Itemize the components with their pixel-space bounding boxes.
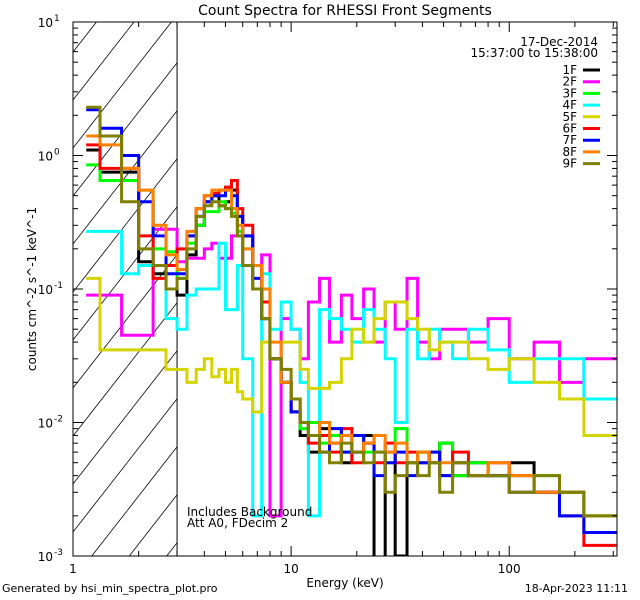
y-tick-exponent: -3 [54,548,63,558]
hatch-line [72,398,178,533]
hatch-line [72,350,178,485]
series-line-5F [86,276,617,437]
hatch-line [72,110,178,245]
time-range-label: 15:37:00 to 15:38:00 [471,46,598,60]
legend-label-5F: 5F [562,110,577,124]
hatch-line [72,62,178,197]
y-tick-exponent: -2 [54,415,63,425]
y-tick-label: 10 [38,550,53,564]
hatch-line [91,446,178,557]
legend-label-7F: 7F [562,133,577,147]
chart-title: Count Spectra for RHESSI Front Segments [198,3,492,19]
x-tick-label: 100 [498,562,521,576]
y-tick-label: 10 [38,283,53,297]
y-tick-label: 10 [38,16,53,30]
series-line-9F [86,105,617,518]
y-axis-label: counts cm^-2 s^-1 keV^-1 [25,207,39,371]
legend-label-2F: 2F [562,75,577,89]
y-tick-exponent: 0 [54,148,60,158]
y-tick-label: 10 [38,150,53,164]
hatch-line [166,542,178,557]
hatched-region [72,21,178,557]
hatch-line [72,21,172,149]
legend-label-9F: 9F [562,157,577,171]
series-line-2F [86,227,617,518]
annotation-background: Includes Background [187,505,312,519]
date-label: 17-Dec-2014 [520,35,598,49]
series-line-4F [86,229,617,518]
legend-label-4F: 4F [562,98,577,112]
x-tick-label: 1 [69,562,77,576]
series-group [86,105,617,556]
hatch-line [72,21,97,53]
hatch-line [72,158,178,293]
hatch-line [72,21,135,101]
footer-timestamp: 18-Apr-2023 11:11 [524,582,628,595]
y-tick-exponent: -1 [54,281,63,291]
legend-label-1F: 1F [562,63,577,77]
footer-generated-by: Generated by hsi_min_spectra_plot.pro [2,582,218,595]
legend-label-8F: 8F [562,145,577,159]
y-tick-label: 10 [38,417,53,431]
hatch-line [128,494,178,557]
x-tick-label: 10 [283,562,298,576]
hatch-line [72,302,178,437]
y-tick-exponent: 1 [54,14,60,24]
legend-label-6F: 6F [562,122,577,136]
annotation-attenuator: Att A0, FDecim 2 [187,516,288,530]
x-axis-label: Energy (keV) [306,576,383,590]
legend-label-3F: 3F [562,86,577,100]
